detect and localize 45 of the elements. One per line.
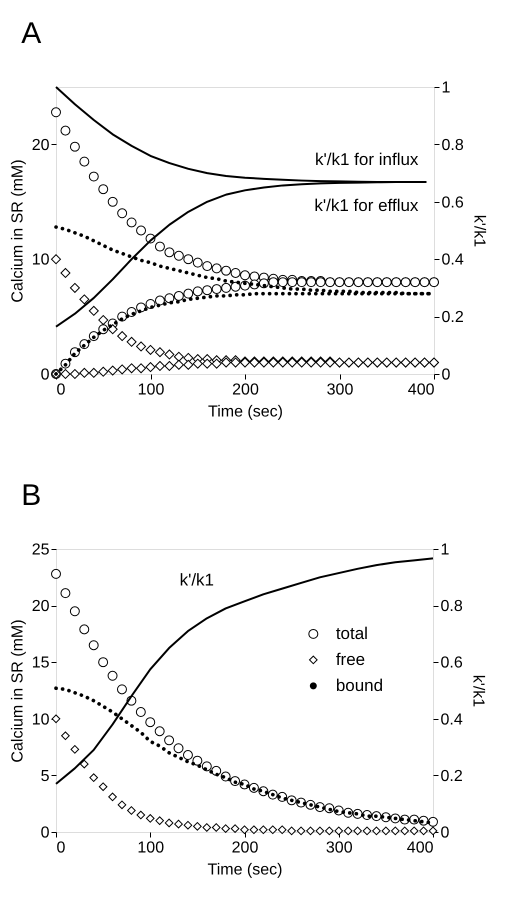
y2-tick-label: 0.6 — [442, 194, 464, 212]
y2-tick-label: 0.8 — [442, 136, 464, 154]
x-tick-label: 300 — [326, 840, 353, 856]
y2-tick-label: 0 — [442, 366, 450, 384]
legend-label: free — [336, 650, 366, 669]
y2-axis-title: k'/k1 — [470, 674, 487, 708]
y-tick-label: 20 — [32, 598, 50, 616]
chart-title: A — [21, 17, 42, 50]
x-tick-label: 200 — [232, 840, 258, 856]
x-tick-label: 400 — [406, 840, 434, 856]
series-label: k'/k1 for efflux — [314, 196, 419, 215]
y2-axis-title: k'/k1 — [470, 214, 488, 248]
legend-label: bound — [336, 676, 384, 695]
y2-tick-label: 1 — [440, 542, 450, 558]
y2-tick-label: 0.2 — [440, 768, 463, 785]
series-label: k'/k1 — [180, 570, 214, 590]
x-tick-label: 0 — [56, 382, 66, 398]
y2-tick-label: 0 — [440, 824, 450, 842]
x-tick-label: 100 — [138, 382, 164, 398]
chart-title: B — [21, 479, 42, 512]
x-tick-label: 0 — [56, 840, 66, 856]
legend-label: total — [336, 624, 368, 643]
x-axis-title: Time (sec) — [208, 404, 283, 420]
y-tick-label: 0 — [40, 366, 50, 384]
y-tick-label: 25 — [32, 542, 50, 558]
y2-tick-label: 0.4 — [440, 711, 463, 728]
x-tick-label: 200 — [232, 382, 259, 398]
x-tick-label: 400 — [408, 382, 435, 398]
x-tick-label: 300 — [326, 382, 354, 398]
y-tick-label: 0 — [40, 824, 50, 842]
y-tick-label: 5 — [40, 768, 50, 785]
y-tick-label: 20 — [32, 136, 50, 154]
y-tick-label: 15 — [32, 654, 50, 672]
y2-tick-label: 0.8 — [440, 598, 463, 616]
y2-tick-label: 0.4 — [442, 252, 464, 269]
y-axis-title: Calcium in SR (mM) — [10, 159, 27, 303]
y2-tick-label: 0.2 — [442, 309, 464, 326]
x-axis-title: Time (sec) — [208, 862, 282, 878]
y-tick-label: 10 — [32, 252, 50, 269]
series-label: k'/k1 for influx — [315, 150, 419, 169]
y-axis-title: Calcium in SR (mM) — [10, 619, 27, 763]
x-tick-label: 100 — [137, 840, 164, 856]
y-tick-label: 10 — [32, 711, 50, 728]
y2-tick-label: 1 — [442, 80, 450, 96]
y2-tick-label: 0.6 — [440, 654, 463, 672]
